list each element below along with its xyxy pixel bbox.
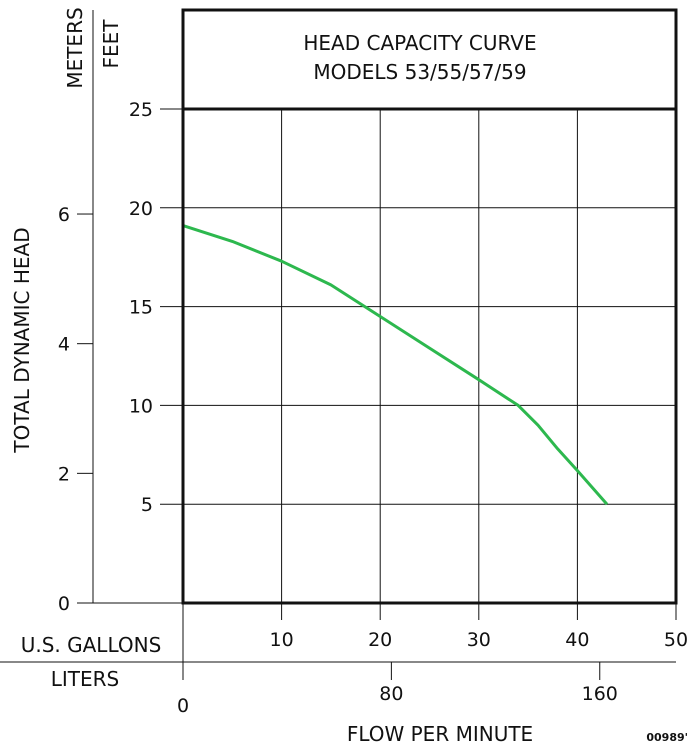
liter-tick-label: 0: [177, 695, 189, 717]
gallon-tick-label: 20: [368, 629, 392, 651]
gallon-tick-label: 40: [565, 629, 589, 651]
y-axis-label: TOTAL DYNAMIC HEAD: [10, 227, 34, 453]
feet-tick-label: 25: [129, 99, 153, 121]
x-unit-gallons: U.S. GALLONS: [21, 633, 162, 657]
grid: [183, 109, 676, 603]
y-unit-feet: FEET: [99, 19, 123, 69]
series-layer: [182, 224, 609, 506]
axes: 5 10 15 20 25 10 20 30 40 50 0 2 4 6 0 80 160: [0, 10, 688, 717]
x-unit-liters: LITERS: [51, 667, 120, 691]
feet-tick-label: 5: [141, 494, 153, 516]
gallon-tick-label: 10: [270, 629, 294, 651]
meter-tick-label: 4: [58, 334, 70, 356]
feet-tick-label: 10: [129, 395, 153, 417]
meter-tick-label: 6: [58, 204, 70, 226]
feet-tick-label: 20: [129, 198, 153, 220]
liter-tick-label: 160: [582, 683, 618, 705]
liter-tick-label: 80: [379, 683, 403, 705]
head-capacity-curve: [182, 224, 609, 506]
feet-tick-label: 15: [129, 297, 153, 319]
y-unit-meters: METERS: [63, 7, 87, 88]
chart-title-line-2: MODELS 53/55/57/59: [313, 60, 526, 84]
meter-tick-label: 2: [58, 463, 70, 485]
x-axis-label: FLOW PER MINUTE: [347, 722, 533, 746]
gallon-tick-label: 30: [467, 629, 491, 651]
gallon-tick-label: 50: [664, 629, 688, 651]
meter-tick-label: 0: [58, 593, 70, 615]
figure-code: 00989': [646, 731, 688, 744]
chart-title-line-1: HEAD CAPACITY CURVE: [303, 31, 536, 55]
